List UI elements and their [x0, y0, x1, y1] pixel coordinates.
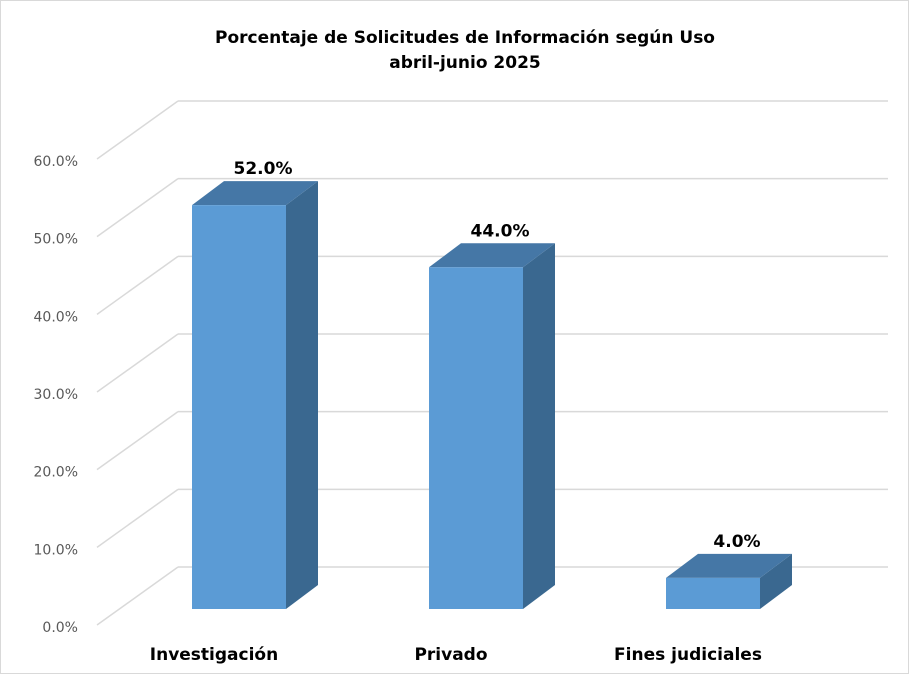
grid-line-side [96, 178, 179, 238]
x-tick-label: Privado [414, 645, 487, 665]
grid-line-side [96, 488, 179, 548]
y-tick-label: 50.0% [34, 232, 78, 248]
chart-title: Porcentaje de Solicitudes de Información… [215, 28, 715, 48]
bar [192, 205, 286, 609]
y-tick-label: 20.0% [34, 465, 78, 481]
grid-line-side [96, 411, 179, 471]
grid-line-side [96, 333, 179, 393]
bar-top [192, 181, 318, 206]
bar-side [286, 181, 318, 609]
value-label: 44.0% [471, 221, 530, 241]
value-label: 4.0% [713, 532, 760, 552]
y-tick-label: 30.0% [34, 387, 78, 403]
bar-side [523, 243, 555, 609]
grid-line-side [96, 255, 179, 315]
y-tick-label: 40.0% [34, 309, 78, 325]
value-label: 52.0% [234, 159, 293, 179]
grid-line-side [96, 566, 179, 626]
chart-subtitle: abril-junio 2025 [389, 53, 541, 73]
bar-top [666, 553, 792, 578]
y-tick-label: 0.0% [42, 620, 78, 636]
bar [666, 577, 760, 609]
bar-top [429, 243, 555, 268]
y-tick-label: 60.0% [34, 154, 78, 170]
x-tick-label: Investigación [150, 645, 278, 665]
bar-side [760, 553, 792, 609]
x-tick-label: Fines judiciales [614, 645, 762, 665]
bar [429, 267, 523, 609]
grid-line-side [96, 100, 179, 160]
y-tick-label: 10.0% [34, 542, 78, 558]
